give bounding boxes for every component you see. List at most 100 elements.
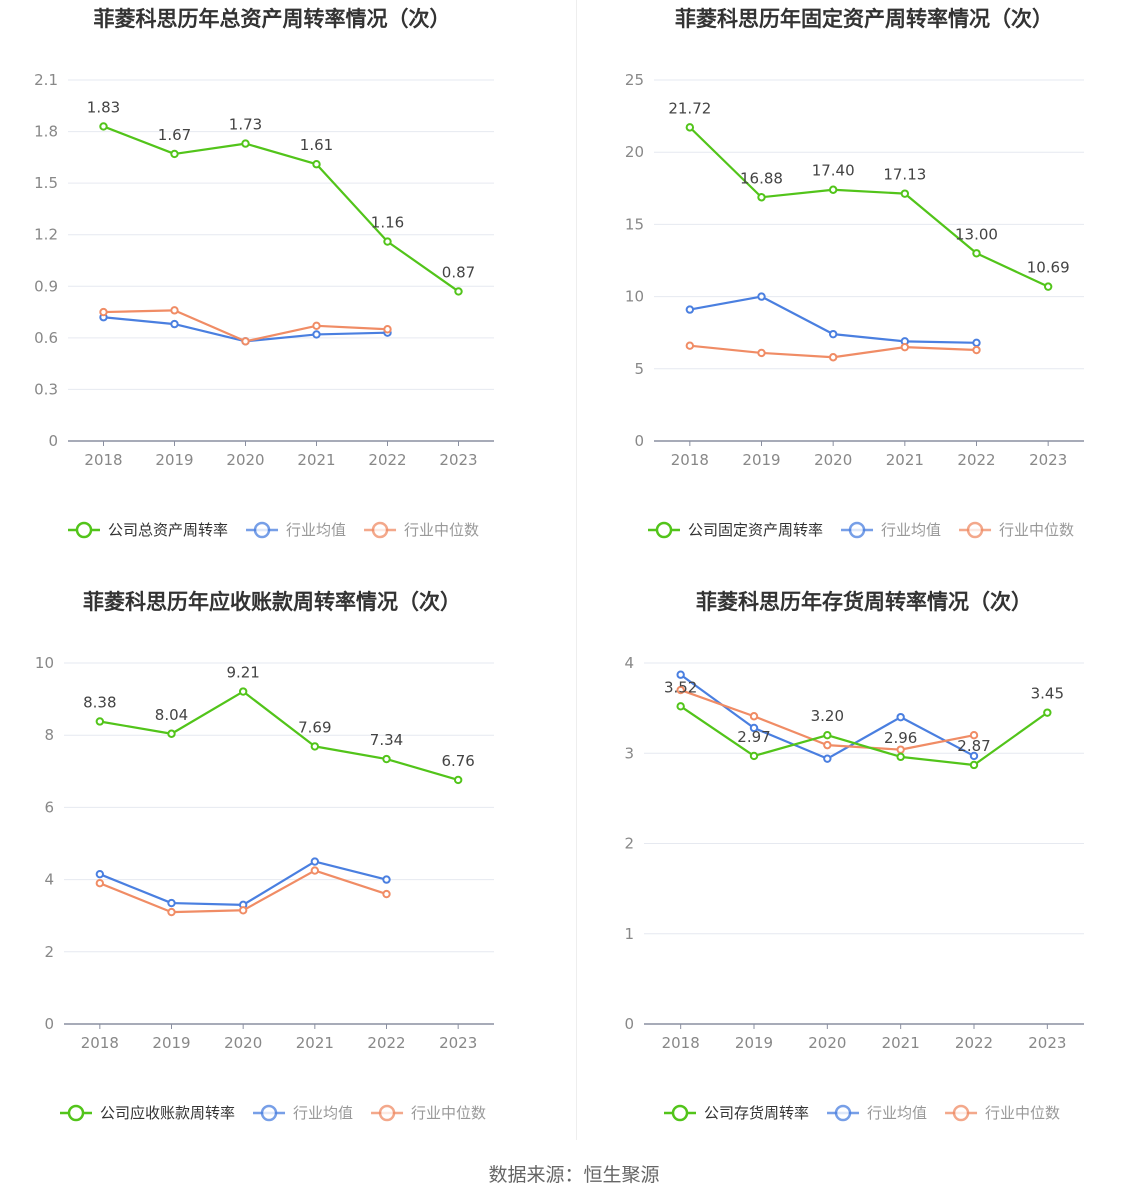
legend-marker: [67, 1104, 85, 1122]
data-point: [676, 670, 685, 679]
y-tick-label: 8: [44, 726, 54, 744]
y-tick-label: 4: [624, 654, 634, 672]
data-point: [969, 731, 979, 740]
data-label: 1.73: [229, 116, 262, 134]
data-label: 1.67: [158, 126, 191, 144]
y-tick-label: 0.6: [34, 329, 58, 347]
legend-item-label: 行业中位数: [985, 1104, 1060, 1122]
data-point: [900, 189, 910, 198]
data-label: 10.69: [1027, 259, 1070, 277]
legend-marker: [966, 521, 984, 539]
data-point: [900, 342, 910, 352]
y-tick-label: 25: [625, 71, 644, 89]
chart-inventory-turnover: 菲菱科思历年存货周转率情况（次） 0 1 2 3 4 2018 2019 2020 2021 202…: [574, 583, 1148, 1166]
y-tick-label: 2.1: [34, 71, 58, 89]
x-tick-label: 2021: [296, 1034, 334, 1052]
data-point: [896, 745, 905, 754]
data-point: [676, 685, 685, 695]
legend-item-label: 行业中位数: [404, 521, 479, 539]
x-tick-label: 2018: [671, 451, 709, 469]
y-tick-label: 0.3: [34, 380, 58, 398]
data-point: [241, 337, 250, 346]
legend-item-label: 行业均值: [293, 1104, 353, 1122]
data-point: [896, 712, 905, 722]
data-point: [757, 348, 766, 358]
y-tick-label: 10: [35, 654, 54, 672]
x-tick-label: 2019: [152, 1034, 190, 1052]
data-point: [453, 775, 463, 785]
data-point: [828, 329, 838, 339]
data-point: [241, 139, 250, 148]
data-point: [310, 866, 320, 875]
data-point: [1043, 708, 1052, 717]
legend-marker: [378, 1104, 396, 1122]
data-point: [749, 712, 759, 721]
data-point: [238, 687, 248, 696]
data-label: 1.83: [87, 98, 120, 116]
data-point: [95, 869, 105, 879]
legend-marker: [952, 1104, 970, 1122]
chart-title: 菲菱科思历年总资产周转率情况（次）: [94, 7, 451, 31]
data-point: [823, 731, 832, 740]
chart-svg-0: 菲菱科思历年总资产周转率情况（次） 0 0.3 0.6 0.9 1.2 1.5 1.8 2.1 2…: [34, 7, 494, 539]
data-point: [972, 249, 981, 258]
series-line-1: [99, 860, 387, 906]
x-tick-label: 2019: [742, 451, 780, 469]
data-point: [170, 319, 179, 329]
x-tick-label: 2023: [1028, 1034, 1066, 1052]
y-tick-label: 3: [624, 744, 634, 762]
x-tick-label: 2019: [735, 1034, 773, 1052]
x-tick-label: 2020: [224, 1034, 262, 1052]
data-point: [1043, 282, 1053, 291]
x-tick-label: 2021: [882, 1034, 920, 1052]
data-point: [454, 287, 463, 296]
data-point: [310, 857, 320, 866]
data-label: 9.21: [226, 664, 259, 682]
series-line-0: [689, 126, 1049, 288]
data-point: [382, 875, 391, 884]
x-tick-label: 2022: [368, 451, 406, 469]
x-tick-label: 2020: [226, 451, 264, 469]
chart-title: 菲菱科思历年固定资产周转率情况（次）: [675, 7, 1053, 31]
data-point: [312, 330, 321, 339]
data-point: [823, 754, 832, 763]
data-point: [95, 717, 105, 726]
x-tick-label: 2021: [886, 451, 924, 469]
y-tick-label: 15: [625, 215, 644, 233]
chart-title: 菲菱科思历年存货周转率情况（次）: [696, 590, 1032, 614]
data-point: [972, 338, 981, 348]
data-point: [685, 341, 695, 350]
legend-item-label: 行业均值: [286, 521, 346, 539]
data-label: 8.38: [83, 693, 116, 711]
y-tick-label: 5: [634, 360, 644, 378]
data-label: 2.97: [737, 728, 770, 746]
y-tick-label: 2: [624, 835, 634, 853]
data-point: [383, 325, 392, 334]
legend-marker: [260, 1104, 278, 1122]
data-label: 2.96: [884, 729, 917, 747]
x-tick-label: 2018: [662, 1034, 700, 1052]
data-label: 1.61: [300, 136, 333, 154]
chart-receivables-turnover: 菲菱科思历年应收账款周转率情况（次） 0 2 4 6 8 10 2018 2019 2020 202…: [0, 583, 574, 1166]
data-point: [167, 898, 176, 908]
y-tick-label: 2: [44, 943, 54, 961]
data-label: 3.45: [1031, 685, 1064, 703]
data-point: [312, 160, 321, 169]
legend-item-label: 公司应收账款周转率: [100, 1104, 235, 1122]
chart-title: 菲菱科思历年应收账款周转率情况（次）: [83, 590, 461, 614]
source-note: 数据来源：恒生聚源: [488, 1164, 660, 1186]
data-point: [310, 742, 320, 751]
y-tick-label: 0: [634, 432, 644, 450]
y-tick-label: 1.5: [34, 174, 58, 192]
x-tick-label: 2023: [439, 451, 477, 469]
legend-item-label: 行业均值: [881, 521, 941, 539]
data-point: [382, 889, 391, 899]
legend-item-label: 公司存货周转率: [704, 1104, 809, 1122]
chart-svg-2: 菲菱科思历年应收账款周转率情况（次） 0 2 4 6 8 10 2018 2019 2020 202…: [35, 590, 494, 1122]
data-point: [95, 879, 105, 888]
data-label: 21.72: [668, 99, 711, 117]
x-tick-label: 2021: [297, 451, 335, 469]
data-label: 7.34: [370, 731, 403, 749]
legend-marker: [671, 1104, 689, 1122]
data-label: 16.88: [740, 169, 783, 187]
